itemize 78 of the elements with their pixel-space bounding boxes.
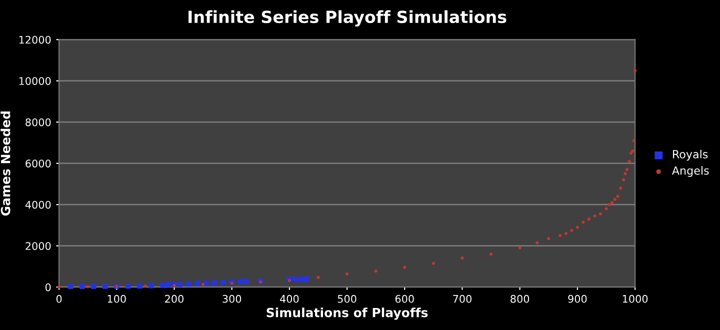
point (148, 283, 154, 288)
x-tick-label: 400 (280, 294, 299, 303)
point (220, 280, 226, 285)
chart-title: Infinite Series Playoff Simulations (188, 10, 506, 27)
point (631, 149, 634, 153)
point (298, 276, 304, 282)
point (102, 284, 108, 289)
point (576, 226, 579, 229)
point (613, 198, 616, 201)
point (201, 282, 205, 286)
point (564, 232, 568, 236)
legend-label: Angels (672, 166, 709, 177)
point (582, 220, 585, 224)
y-tick-label: 8000 (26, 118, 51, 126)
point (547, 237, 550, 240)
point (86, 285, 90, 288)
point (610, 200, 614, 204)
x-tick-label: 0 (56, 294, 62, 303)
point (316, 276, 320, 279)
x-tick-label: 600 (395, 294, 414, 303)
point (403, 266, 406, 269)
point (625, 168, 629, 172)
x-tick-label: 900 (568, 294, 587, 303)
point (489, 252, 493, 256)
point (604, 207, 608, 210)
point (616, 194, 620, 198)
y-axis-title: Games Needed (0, 112, 10, 216)
point (570, 228, 574, 232)
point (68, 284, 74, 290)
point (633, 68, 637, 72)
point (593, 214, 596, 218)
point (558, 234, 562, 238)
point (230, 282, 234, 285)
y-tick-label: 6000 (26, 160, 51, 168)
x-tick-label: 200 (165, 294, 184, 303)
point (126, 283, 131, 289)
point (628, 160, 631, 163)
point (166, 282, 172, 288)
point (432, 262, 435, 265)
x-tick-label: 100 (108, 294, 126, 303)
point (619, 186, 622, 190)
point (536, 241, 539, 244)
x-tick-label: 1000 (622, 294, 648, 303)
y-tick-label: 10000 (19, 77, 51, 85)
point (160, 282, 166, 288)
point (608, 203, 611, 206)
point (79, 284, 85, 290)
point (212, 280, 218, 286)
point (345, 272, 349, 276)
point (624, 172, 627, 176)
x-tick-label: 500 (338, 294, 356, 303)
point (186, 281, 192, 287)
y-tick-label: 4000 (25, 200, 51, 209)
point (292, 276, 298, 282)
point (144, 284, 147, 288)
point (518, 246, 522, 250)
point (460, 256, 464, 260)
point (632, 139, 636, 142)
point (137, 283, 142, 288)
point (177, 282, 183, 288)
x-axis-title: Simulations of Playoffs (266, 308, 428, 320)
point (629, 151, 633, 155)
point (194, 280, 200, 286)
point (91, 284, 96, 289)
x-tick-label: 300 (222, 294, 242, 303)
point (374, 269, 378, 273)
x-tick-label: 800 (510, 294, 530, 303)
point (244, 278, 249, 284)
point (304, 276, 310, 282)
y-tick-label: 0 (45, 283, 51, 292)
y-tick-label: 2000 (26, 242, 51, 250)
point (598, 212, 602, 216)
x-tick-label: 700 (453, 294, 472, 303)
point (622, 178, 626, 182)
point (587, 217, 591, 221)
point (238, 278, 244, 284)
legend-label: Royals (673, 150, 708, 161)
y-tick-label: 12000 (19, 36, 51, 44)
